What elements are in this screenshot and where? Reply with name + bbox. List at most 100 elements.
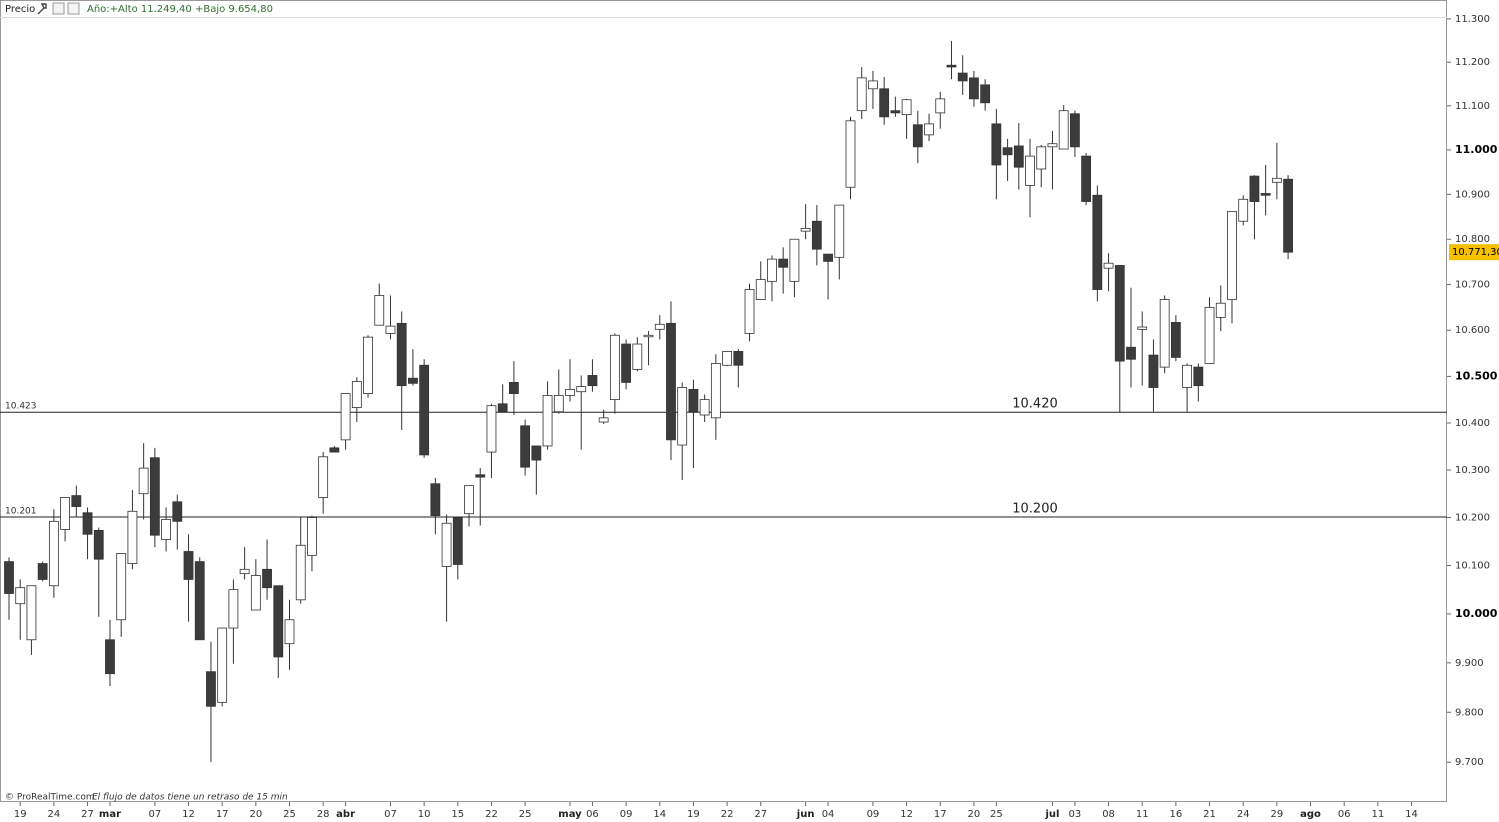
y-tick-label: 11.100 — [1455, 101, 1490, 112]
x-tick-label: 19 — [14, 809, 27, 820]
candle-body — [677, 387, 688, 446]
x-tick-label: ago — [1300, 809, 1321, 820]
candle-body — [778, 258, 789, 268]
candle-body — [1013, 145, 1024, 168]
candle-body — [206, 671, 216, 707]
x-tick-label: 28 — [317, 809, 330, 820]
candle-body — [26, 585, 37, 641]
candle-body — [183, 551, 194, 580]
x-tick-label: 07 — [148, 809, 161, 820]
candle-body — [520, 425, 531, 468]
y-tick-label: 10.500 — [1455, 369, 1498, 382]
y-tick-label: 10.200 — [1455, 513, 1490, 524]
y-tick-label: 10.700 — [1455, 280, 1490, 291]
toolbar-icons[interactable] — [37, 2, 80, 15]
candle-body — [845, 120, 856, 188]
candle-body — [868, 80, 878, 90]
x-tick-label: jul — [1044, 809, 1059, 820]
candle-body — [239, 568, 250, 575]
y-tick-label: 10.600 — [1455, 325, 1490, 336]
candle-body — [621, 343, 631, 383]
candle-body — [340, 393, 351, 441]
x-tick-label: 10 — [418, 809, 431, 820]
x-tick-label: 24 — [48, 809, 61, 820]
candles — [4, 40, 1293, 763]
y-tick-label: 9.900 — [1455, 658, 1484, 669]
candle-body — [486, 405, 497, 453]
candle-body — [991, 123, 1002, 166]
candle-body — [879, 88, 890, 118]
chart-subtitle: Año:+Alto 11.249,40 +Bajo 9.654,80 — [87, 4, 273, 15]
candle-body — [654, 323, 665, 330]
candle-body — [149, 457, 160, 536]
candle-body — [565, 388, 575, 396]
support-label: 10.201 — [5, 507, 37, 517]
candle-body — [1249, 175, 1260, 202]
plot-frame — [0, 0, 1447, 802]
candle-body — [15, 587, 26, 605]
candle-body — [531, 445, 542, 461]
candle-body — [1204, 306, 1215, 364]
candle-body — [430, 483, 441, 516]
candle-body — [284, 619, 295, 645]
candle-body — [834, 204, 845, 258]
x-tick-label: 29 — [1270, 809, 1283, 820]
candle-body — [1103, 262, 1114, 269]
candle-body — [1227, 210, 1237, 300]
candle-body — [935, 98, 946, 114]
x-tick-label: 25 — [283, 809, 296, 820]
candle-body — [643, 334, 654, 338]
candle-body — [666, 322, 676, 441]
y-tick-label: 11.300 — [1455, 14, 1490, 25]
candle-body — [946, 64, 957, 68]
y-tick-label: 11.200 — [1455, 57, 1490, 68]
candle-body — [408, 377, 418, 384]
candle-body — [744, 289, 755, 334]
candle-body — [351, 381, 362, 408]
x-tick-label: mar — [99, 809, 121, 820]
candle-body — [1137, 326, 1148, 330]
candle-body — [710, 363, 721, 419]
candle-body — [1148, 354, 1159, 388]
candle-body — [980, 84, 991, 104]
y-tick-label: 10.300 — [1455, 465, 1490, 476]
candle-body — [1159, 299, 1170, 368]
candle-body — [1215, 302, 1226, 318]
x-tick-label: 20 — [249, 809, 262, 820]
candle-body — [722, 351, 732, 366]
x-tick-label: 03 — [1069, 809, 1082, 820]
icon-button[interactable] — [52, 2, 65, 15]
x-tick-label: 24 — [1237, 809, 1250, 820]
candle-body — [374, 295, 385, 326]
candle-body — [1260, 193, 1271, 196]
candle-body — [441, 522, 452, 567]
x-tick-label: abr — [336, 809, 355, 820]
candle-body — [250, 575, 261, 611]
candle-body — [1092, 194, 1103, 290]
candle-body — [890, 110, 901, 114]
candle-body — [217, 627, 228, 703]
candle-body — [497, 403, 508, 413]
candle-body — [912, 124, 923, 148]
candle-body — [464, 485, 474, 515]
candle-body — [1283, 178, 1293, 253]
candle-body — [508, 382, 519, 394]
candle-body — [194, 561, 205, 641]
wrench-icon[interactable] — [37, 3, 47, 15]
candle-body — [1182, 364, 1192, 388]
candle-body — [138, 467, 149, 495]
x-tick-label: 08 — [1102, 809, 1115, 820]
candle-body — [4, 561, 14, 594]
candle-body — [1170, 322, 1181, 358]
y-tick-label: 10.900 — [1455, 189, 1490, 200]
x-tick-label: 09 — [620, 809, 633, 820]
icon-button[interactable] — [67, 2, 80, 15]
y-tick-label: 10.100 — [1455, 560, 1490, 571]
x-tick-label: 25 — [519, 809, 532, 820]
x-tick-label: 19 — [687, 809, 700, 820]
x-tick-label: jun — [796, 809, 815, 820]
support-label: 10.423 — [5, 402, 37, 412]
candle-body — [688, 388, 699, 413]
candle-body — [576, 386, 587, 393]
